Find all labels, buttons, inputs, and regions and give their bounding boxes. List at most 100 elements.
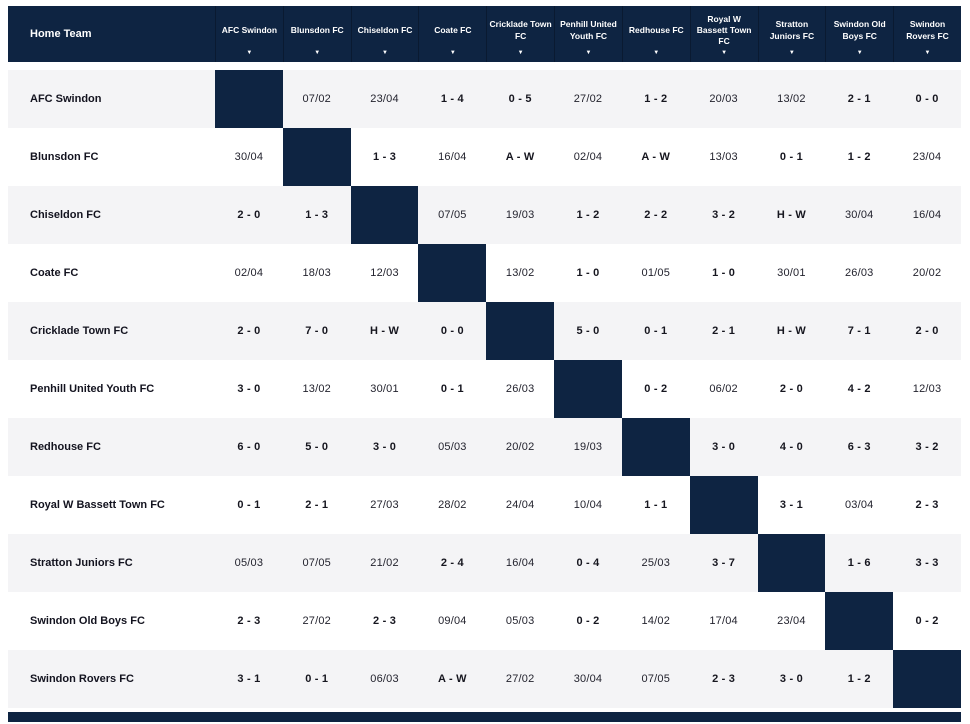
score-cell: 2 - 1: [847, 93, 871, 105]
score-cell: 1 - 6: [847, 557, 871, 569]
column-header-swindon-old-boys-fc: Swindon Old Boys FC ▼: [825, 6, 893, 62]
filter-dropdown-arrow-icon[interactable]: ▼: [246, 50, 253, 56]
score-cell: 3 - 2: [712, 209, 736, 221]
score-cell: 1 - 2: [644, 93, 668, 105]
fixture-date-cell: 12/03: [370, 267, 399, 279]
column-header-label: Blunsdon FC: [290, 24, 344, 35]
fixture-date-cell: 03/04: [844, 499, 874, 511]
score-cell: 6 - 0: [237, 441, 261, 453]
home-team-name: Swindon Old Boys FC: [30, 615, 145, 627]
table-row-swindon-old-boys-fc: Swindon Old Boys FC 2 - 3 27/02 2 - 3 09/04 0…: [8, 592, 961, 650]
fixture-date-cell: 30/04: [573, 673, 603, 685]
fixture-date-cell: 18/03: [302, 267, 331, 279]
score-cell: 0 - 5: [508, 93, 532, 105]
score-cell: 1 - 2: [847, 673, 871, 685]
column-header-blunsdon-fc: Blunsdon FC ▼: [282, 6, 351, 62]
column-header-redhouse-fc: Redhouse FC ▼: [621, 6, 690, 62]
column-header-label-wrap: Chiseldon FC: [358, 12, 413, 49]
score-cell: 7 - 0: [305, 325, 329, 337]
table-row-cricklade-town-fc: Cricklade Town FC 2 - 0 7 - 0 H - W 0 - 0 5 -…: [8, 302, 961, 360]
column-header-label-wrap: Royal W Bassett Town FC: [693, 12, 756, 49]
home-team-header-label: Home Team: [30, 28, 92, 40]
column-header-chiseldon-fc: Chiseldon FC ▼: [350, 6, 419, 62]
table-row-penhill-united-youth-fc: Penhill United Youth FC 3 - 0 13/02 30/01 0 …: [8, 360, 961, 418]
score-cell: 1 - 4: [440, 93, 464, 105]
score-cell: 3 - 0: [779, 673, 803, 685]
filter-dropdown-arrow-icon[interactable]: ▼: [517, 50, 524, 56]
fixture-date-cell: 05/03: [505, 615, 535, 627]
fixture-date-cell: 20/02: [505, 441, 535, 453]
table-row-stratton-juniors-fc: Stratton Juniors FC 05/03 07/05 21/02 2 - 4 1…: [8, 534, 961, 592]
diagonal-cell: [215, 70, 283, 128]
fixture-date-cell: 26/03: [844, 267, 874, 279]
column-header-label: Coate FC: [434, 24, 472, 35]
diagonal-cell: [621, 418, 690, 476]
score-cell: 3 - 1: [237, 673, 261, 685]
table-row-chiseldon-fc: Chiseldon FC 2 - 0 1 - 3 07/05 19/03 1 - 2 2 -…: [8, 186, 961, 244]
column-header-label: Swindon Rovers FC: [906, 19, 949, 41]
column-header-royal-w-bassett-town-fc: Royal W Bassett Town FC ▼: [689, 6, 758, 62]
score-cell: 2 - 0: [237, 209, 261, 221]
fixture-date-cell: 14/02: [641, 615, 671, 627]
score-cell: 2 - 0: [915, 325, 939, 337]
filter-dropdown-arrow-icon[interactable]: ▼: [721, 50, 728, 56]
fixture-date-cell: 27/02: [505, 673, 535, 685]
score-cell: 1 - 0: [576, 267, 600, 279]
walkover-cell: H - W: [776, 325, 806, 337]
column-header-swindon-rovers-fc: Swindon Rovers FC ▼: [893, 6, 961, 62]
filter-dropdown-arrow-icon[interactable]: ▼: [788, 50, 795, 56]
fixture-date-cell: 20/03: [709, 93, 738, 105]
diagonal-cell: [757, 534, 826, 592]
score-cell: 0 - 2: [915, 615, 939, 627]
column-header-label-wrap: Cricklade Town FC: [489, 12, 552, 49]
score-cell: 5 - 0: [305, 441, 329, 453]
column-header-label: Penhill United Youth FC: [560, 19, 617, 41]
fixture-date-cell: 05/03: [438, 441, 467, 453]
score-cell: 1 - 3: [305, 209, 329, 221]
column-header-cricklade-town-fc: Cricklade Town FC ▼: [486, 6, 554, 62]
score-cell: 3 - 0: [373, 441, 397, 453]
home-team-name: Stratton Juniors FC: [30, 557, 133, 569]
filter-dropdown-arrow-icon[interactable]: ▼: [314, 50, 321, 56]
home-team-name: Cricklade Town FC: [30, 325, 129, 337]
column-header-afc-swindon: AFC Swindon ▼: [215, 6, 283, 62]
score-cell: 2 - 4: [440, 557, 464, 569]
column-header-stratton-juniors-fc: Stratton Juniors FC ▼: [757, 6, 826, 62]
fixture-date-cell: 13/03: [709, 151, 738, 163]
fixture-date-cell: 05/03: [234, 557, 264, 569]
fixture-date-cell: 17/04: [709, 615, 738, 627]
diagonal-cell: [486, 302, 555, 360]
column-header-label: Chiseldon FC: [357, 24, 413, 35]
diagonal-cell: [825, 592, 894, 650]
fixture-date-cell: 16/04: [505, 557, 535, 569]
score-cell: 3 - 0: [712, 441, 736, 453]
column-header-label: Redhouse FC: [628, 24, 684, 35]
column-header-label: Cricklade Town FC: [489, 19, 552, 41]
column-header-label-wrap: AFC Swindon: [222, 12, 277, 49]
filter-dropdown-arrow-icon[interactable]: ▼: [856, 50, 863, 56]
score-cell: 0 - 2: [576, 615, 600, 627]
score-cell: 3 - 1: [779, 499, 803, 511]
diagonal-cell: [689, 476, 758, 534]
score-cell: 2 - 0: [779, 383, 803, 395]
score-cell: 2 - 3: [237, 615, 261, 627]
fixture-date-cell: 07/02: [302, 93, 331, 105]
filter-dropdown-arrow-icon[interactable]: ▼: [382, 50, 388, 56]
fixture-date-cell: 25/03: [641, 557, 671, 569]
score-cell: 2 - 3: [712, 673, 736, 685]
filter-dropdown-arrow-icon[interactable]: ▼: [653, 50, 660, 56]
column-header-penhill-united-youth-fc: Penhill United Youth FC ▼: [554, 6, 622, 62]
score-cell: 2 - 1: [305, 499, 329, 511]
home-team-name: Coate FC: [30, 267, 79, 279]
score-cell: 7 - 1: [847, 325, 871, 337]
score-cell: 1 - 3: [373, 151, 397, 163]
score-cell: 4 - 2: [847, 383, 871, 395]
filter-dropdown-arrow-icon[interactable]: ▼: [585, 50, 592, 56]
column-header-label-wrap: Swindon Old Boys FC: [828, 12, 891, 49]
table-row-royal-w-bassett-town-fc: Royal W Bassett Town FC 0 - 1 2 - 1 27/03 28…: [8, 476, 961, 534]
score-cell: 2 - 3: [373, 615, 397, 627]
filter-dropdown-arrow-icon[interactable]: ▼: [449, 50, 456, 56]
filter-dropdown-arrow-icon[interactable]: ▼: [924, 50, 931, 56]
score-cell: 0 - 1: [644, 325, 668, 337]
